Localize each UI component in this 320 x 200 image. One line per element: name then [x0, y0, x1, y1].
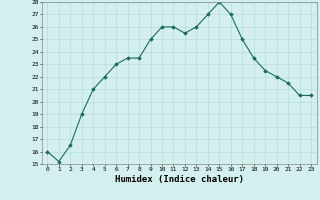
X-axis label: Humidex (Indice chaleur): Humidex (Indice chaleur) — [115, 175, 244, 184]
